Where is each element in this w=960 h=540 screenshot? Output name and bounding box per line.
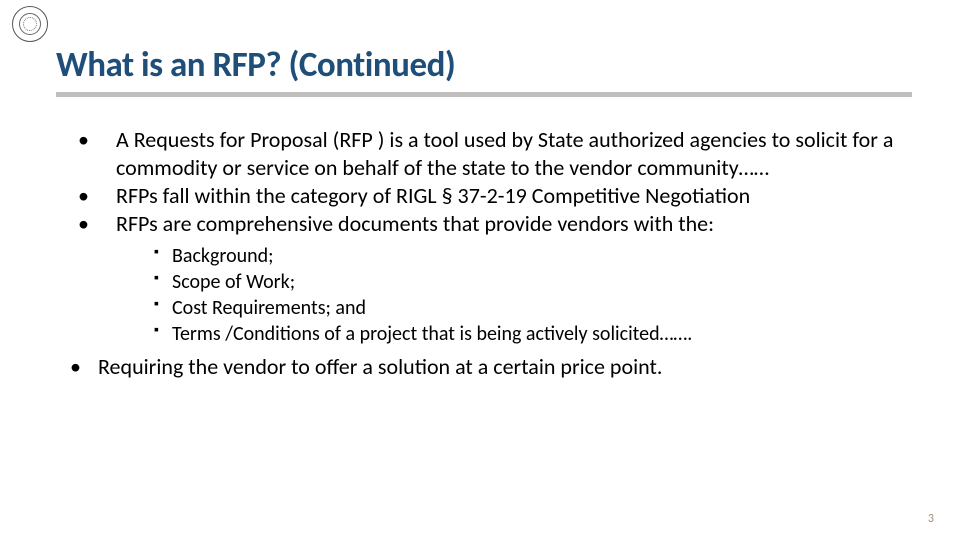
seal-logo-inner — [19, 13, 41, 35]
slide-content: A Requests for Proposal (RFP ) is a tool… — [56, 126, 912, 381]
title-underline — [56, 92, 912, 97]
page-number: 3 — [928, 512, 934, 526]
sub-bullet-item: Cost Requirements; and — [154, 295, 912, 321]
bullet-item: Requiring the vendor to offer a solution… — [74, 353, 912, 381]
bullet-list-main-2: Requiring the vendor to offer a solution… — [56, 353, 912, 381]
sub-bullet-item: Terms /Conditions of a project that is b… — [154, 321, 912, 347]
sub-bullet-item: Background; — [154, 243, 912, 269]
sub-bullet-item: Scope of Work; — [154, 269, 912, 295]
seal-logo — [12, 6, 48, 42]
slide-title: What is an RFP? (Continued) — [56, 44, 455, 86]
bullet-list-main: A Requests for Proposal (RFP ) is a tool… — [56, 126, 912, 239]
bullet-item: RFPs are comprehensive documents that pr… — [92, 210, 912, 238]
bullet-item: RFPs fall within the category of RIGL § … — [92, 182, 912, 210]
bullet-list-sub: Background; Scope of Work; Cost Requirem… — [56, 243, 912, 347]
bullet-item: A Requests for Proposal (RFP ) is a tool… — [92, 126, 912, 182]
